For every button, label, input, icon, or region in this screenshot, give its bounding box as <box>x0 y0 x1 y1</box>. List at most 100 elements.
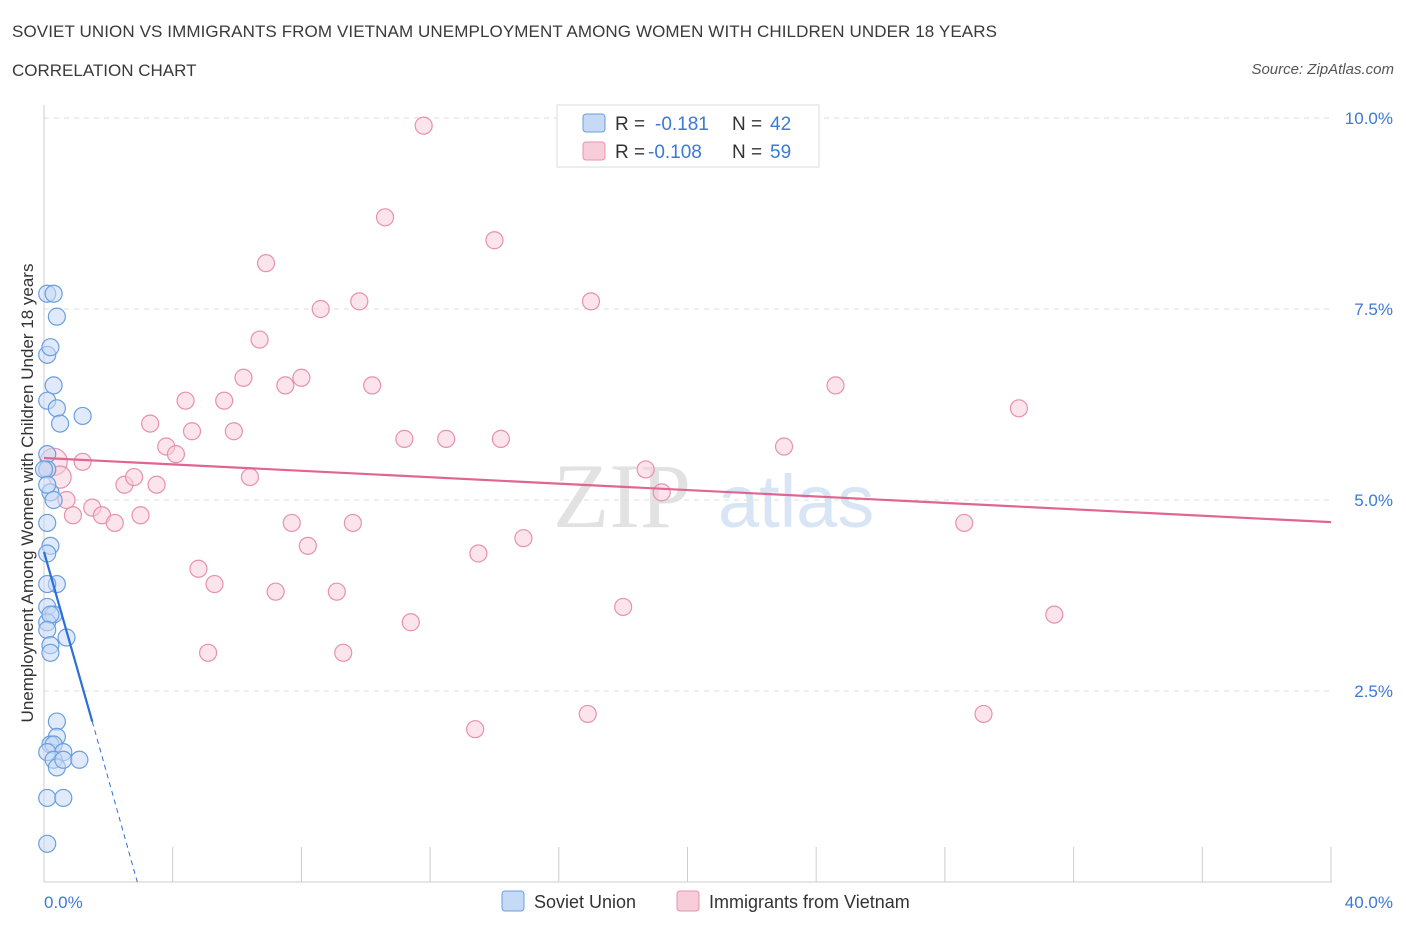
vietnam-point <box>189 559 208 578</box>
vietnam-point <box>224 422 243 441</box>
legend-r-label-soviet: R = <box>615 114 645 135</box>
soviet-point <box>38 475 57 494</box>
soviet-point <box>50 414 70 433</box>
vietnam-point <box>350 292 369 311</box>
soviet-point <box>47 307 66 326</box>
vietnam-point <box>375 208 395 227</box>
x-tick-label-max: 40.0% <box>1345 893 1393 912</box>
soviet-trend-line <box>42 551 94 722</box>
soviet-trend-extension <box>91 721 138 883</box>
legend-n-value-vietnam: 59 <box>770 142 791 163</box>
series-legend-swatch-soviet[interactable] <box>501 890 525 912</box>
soviet-point <box>44 376 63 395</box>
vietnam-point <box>292 368 311 387</box>
vietnam-point <box>266 582 285 601</box>
vietnam-point <box>581 292 601 311</box>
vietnam-point <box>105 513 124 533</box>
vietnam-point <box>147 475 166 494</box>
vietnam-point <box>636 460 655 479</box>
soviet-point <box>73 406 92 426</box>
soviet-point <box>47 712 66 731</box>
vietnam-point <box>250 330 269 349</box>
vietnam-points <box>38 116 1064 739</box>
watermark-zip: ZIP <box>553 445 691 547</box>
series-legend-label-vietnam[interactable]: Immigrants from Vietnam <box>709 892 910 912</box>
vietnam-point <box>1045 605 1064 624</box>
source-credit: Source: ZipAtlas.com <box>1251 61 1394 78</box>
vietnam-point <box>469 544 488 563</box>
vietnam-point <box>437 429 456 448</box>
vietnam-point <box>234 368 253 387</box>
vietnam-point <box>414 116 433 135</box>
vietnam-point <box>363 376 382 395</box>
vietnam-point <box>141 414 160 433</box>
vietnam-point <box>298 536 317 555</box>
soviet-point <box>70 750 89 769</box>
vietnam-point <box>774 437 794 456</box>
y-axis-label: Unemployment Among Women with Children U… <box>18 264 37 723</box>
soviet-point <box>38 834 57 853</box>
vietnam-point <box>1009 399 1029 418</box>
vietnam-point <box>466 720 485 739</box>
vietnam-point <box>652 483 671 502</box>
vietnam-point <box>491 429 510 448</box>
trend-lines <box>42 456 1332 883</box>
vietnam-point <box>256 254 276 273</box>
y-tick-label: 10.0% <box>1345 109 1393 128</box>
vietnam-point <box>327 582 346 601</box>
soviet-point <box>34 460 54 479</box>
vietnam-point <box>974 704 993 724</box>
vietnam-point <box>166 445 186 464</box>
series-legend: Soviet Union Immigrants from Vietnam <box>501 890 910 912</box>
vietnam-point <box>63 506 83 525</box>
soviet-point <box>54 788 73 808</box>
series-legend-swatch-vietnam[interactable] <box>676 890 700 912</box>
soviet-point <box>54 750 73 769</box>
soviet-point <box>41 338 60 357</box>
y-tick-label: 2.5% <box>1354 682 1393 701</box>
vietnam-point <box>514 529 533 548</box>
x-tick-label-min: 0.0% <box>44 893 83 912</box>
legend-r-value-soviet: -0.181 <box>655 114 709 135</box>
x-ticks <box>172 847 1332 882</box>
vietnam-point <box>485 231 504 250</box>
y-tick-label: 5.0% <box>1354 491 1393 510</box>
vietnam-trend-line <box>43 456 1332 524</box>
vietnam-point <box>614 597 633 617</box>
vietnam-point <box>343 513 362 533</box>
vietnam-point <box>578 704 597 724</box>
legend-r-value-vietnam: -0.108 <box>648 142 702 163</box>
vietnam-point <box>334 643 353 662</box>
legend-n-label-vietnam: N = <box>732 142 762 163</box>
soviet-point <box>38 788 57 808</box>
legend-swatch-soviet <box>582 113 606 133</box>
vietnam-point <box>131 506 150 525</box>
watermark-atlas: atlas <box>718 460 874 543</box>
vietnam-point <box>205 574 224 594</box>
stats-legend: R = -0.181 N = 42 R = -0.108 N = 59 <box>556 104 820 168</box>
gridlines <box>44 117 1331 692</box>
vietnam-point <box>240 467 260 487</box>
soviet-point <box>38 620 57 639</box>
chart-title: SOVIET UNION VS IMMIGRANTS FROM VIETNAM … <box>12 22 998 41</box>
soviet-point <box>44 490 63 510</box>
vietnam-point <box>395 429 414 448</box>
soviet-point <box>41 605 60 624</box>
vietnam-point <box>182 422 202 441</box>
vietnam-point <box>282 513 301 533</box>
series-legend-label-soviet[interactable]: Soviet Union <box>534 892 636 912</box>
legend-n-label-soviet: N = <box>732 114 762 135</box>
vietnam-point <box>276 376 295 395</box>
vietnam-point <box>176 391 195 410</box>
soviet-point <box>38 513 57 533</box>
soviet-point <box>41 643 60 662</box>
legend-r-label-vietnam: R = <box>615 142 645 163</box>
vietnam-point <box>955 513 974 533</box>
chart-subtitle: CORRELATION CHART <box>12 61 197 80</box>
vietnam-point <box>311 299 330 319</box>
legend-swatch-vietnam <box>582 141 606 161</box>
vietnam-point <box>73 452 92 471</box>
vietnam-point <box>401 613 420 632</box>
vietnam-point <box>215 391 234 410</box>
y-tick-label: 7.5% <box>1354 300 1393 319</box>
